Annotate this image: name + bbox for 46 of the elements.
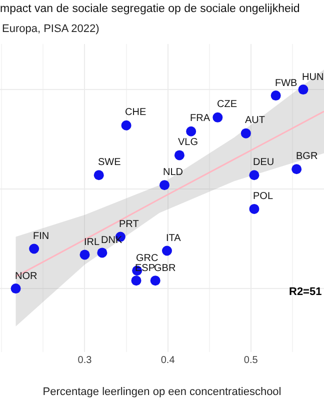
annotation: NLD [163, 167, 184, 178]
x-axis-title: Percentage leerlingen op een concentratieschool [42, 386, 282, 398]
annotation: GRC [136, 253, 158, 264]
point [97, 248, 108, 258]
point [159, 180, 170, 190]
point [249, 204, 260, 214]
chart-title: mpact van de sociale segregatie op de sociale ongelijkheid [0, 3, 300, 16]
annotation: POL [253, 191, 274, 202]
annotation: HUN [302, 72, 324, 83]
point [10, 284, 21, 294]
annotation: DEU [253, 157, 274, 168]
annotation: VLG [178, 137, 198, 148]
point [292, 164, 302, 174]
annotation: IRL [84, 237, 100, 248]
annotation: ITA [166, 233, 182, 244]
point [212, 112, 223, 122]
x-tick-label: 0.4 [160, 355, 176, 366]
chart-subtitle: Europa, PISA 2022) [2, 23, 100, 35]
annotation: CHE [125, 107, 146, 118]
annotation: PRT [119, 219, 139, 230]
point [29, 244, 40, 254]
annotation: FWB [275, 78, 298, 89]
annotation: BGR [296, 151, 318, 162]
point [131, 276, 142, 286]
annotation: FRA [190, 113, 210, 124]
annotation: CZE [217, 99, 238, 110]
annotation: DNK [101, 235, 122, 246]
point [150, 276, 160, 286]
annotation: SWE [98, 157, 122, 168]
annotation: NOR [15, 271, 38, 282]
point [186, 126, 196, 136]
point [270, 90, 281, 101]
point [249, 170, 260, 180]
annotation: GBR [154, 263, 176, 274]
x-tick-label: 0.3 [78, 355, 92, 366]
point [240, 128, 251, 138]
point [174, 150, 184, 160]
annotation: R2=51 [289, 286, 322, 298]
point [121, 120, 132, 130]
x-tick-label: 0.5 [244, 355, 258, 366]
point [94, 170, 104, 180]
annotation: AUT [245, 115, 265, 126]
point [80, 250, 90, 260]
annotation: FIN [33, 231, 50, 242]
point [162, 246, 172, 256]
point [298, 84, 308, 95]
